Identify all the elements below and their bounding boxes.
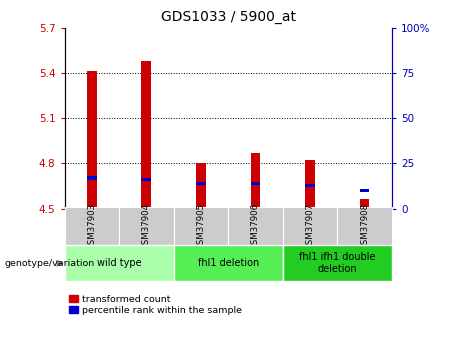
Bar [360, 189, 369, 192]
Bar [174, 207, 228, 247]
Text: GSM37906: GSM37906 [251, 203, 260, 250]
Bar [87, 71, 97, 209]
Text: fhl1 ifh1 double
deletion: fhl1 ifh1 double deletion [299, 252, 376, 274]
Bar [251, 182, 260, 185]
Bar [283, 245, 392, 281]
Bar [65, 207, 119, 247]
Legend: transformed count, percentile rank within the sample: transformed count, percentile rank withi… [69, 295, 242, 315]
Bar [142, 61, 151, 209]
Bar [142, 178, 151, 181]
Text: GSM37907: GSM37907 [306, 203, 314, 250]
Bar [283, 207, 337, 247]
Text: GSM37905: GSM37905 [196, 203, 206, 250]
Bar [228, 207, 283, 247]
Bar [360, 199, 369, 209]
Bar [196, 182, 206, 185]
Bar [337, 207, 392, 247]
Text: fhl1 deletion: fhl1 deletion [198, 258, 259, 268]
Bar [305, 160, 315, 209]
Bar [305, 184, 315, 187]
Bar [119, 207, 174, 247]
Text: genotype/variation: genotype/variation [5, 259, 95, 268]
Bar [251, 153, 260, 209]
Text: wild type: wild type [97, 258, 142, 268]
Title: GDS1033 / 5900_at: GDS1033 / 5900_at [161, 10, 296, 24]
Bar [87, 176, 97, 180]
Bar [65, 245, 174, 281]
Text: GSM37904: GSM37904 [142, 203, 151, 250]
Text: GSM37908: GSM37908 [360, 203, 369, 250]
Text: GSM37903: GSM37903 [87, 203, 96, 250]
Bar [174, 245, 283, 281]
Bar [196, 164, 206, 209]
